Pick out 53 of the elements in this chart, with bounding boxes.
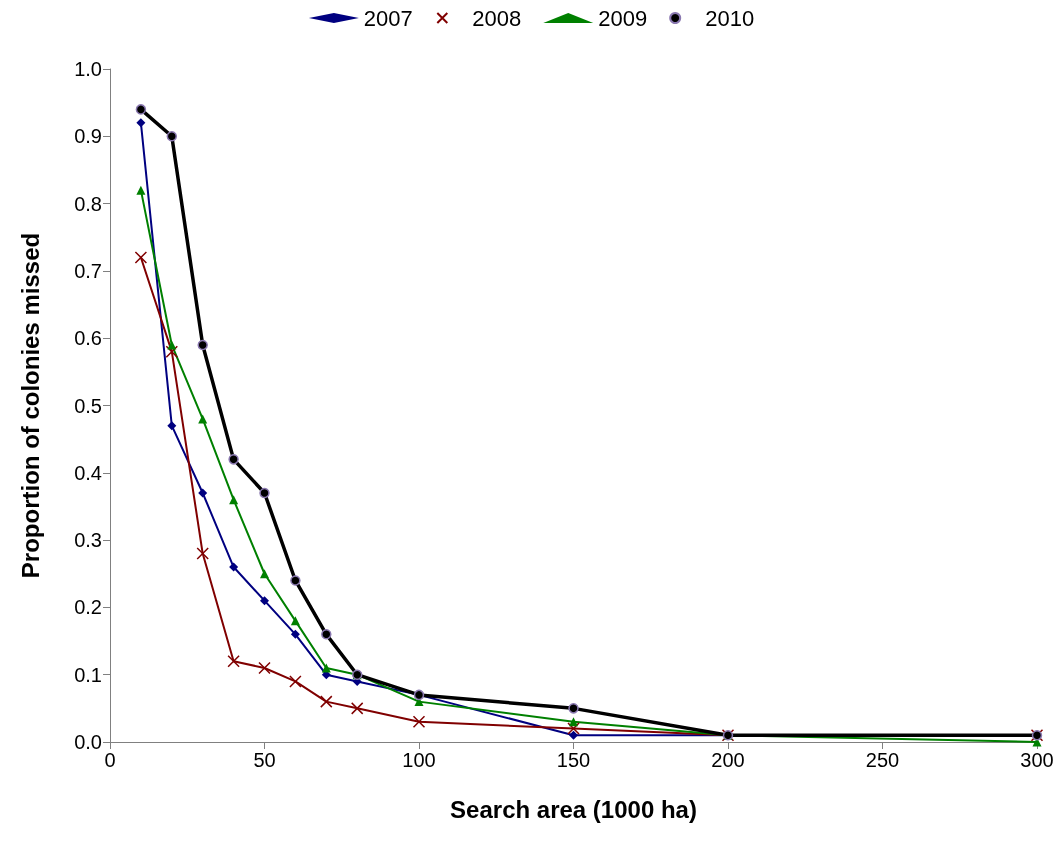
y-tick-label: 0.5: [74, 394, 102, 417]
y-tick-label: 0.6: [74, 327, 102, 350]
x-tick-label: 250: [865, 749, 900, 771]
point: [258, 661, 271, 675]
point: [290, 629, 300, 639]
y-tick-label: 0.9: [74, 125, 102, 148]
point: [568, 703, 579, 714]
point: [134, 251, 148, 264]
point: [260, 569, 269, 579]
point: [167, 421, 177, 431]
point: [196, 547, 209, 560]
y-tick-label: 0.8: [74, 192, 102, 215]
point: [320, 695, 333, 708]
point: [227, 654, 240, 668]
x-tick-label: 200: [711, 749, 745, 771]
x-tick-label: 0: [104, 749, 116, 771]
x-axis-title: Search area (1000 ha): [450, 795, 697, 823]
point: [260, 596, 269, 606]
y-tick-label: 0.0: [74, 731, 102, 753]
point: [228, 454, 239, 465]
point: [289, 675, 302, 688]
point: [135, 104, 147, 115]
legend-label: 2007: [363, 5, 413, 31]
x-tick-label: 150: [556, 749, 591, 771]
y-tick-label: 0.4: [74, 461, 102, 484]
y-tick-label: 0.7: [74, 259, 102, 282]
y-axis-title: Proportion of colonies missed: [16, 232, 44, 579]
legend-label: 2010: [705, 5, 755, 31]
point: [259, 487, 270, 499]
point: [569, 730, 578, 740]
legend-label: 2009: [598, 5, 648, 31]
point: [412, 715, 426, 729]
point: [136, 118, 146, 128]
point: [229, 562, 239, 572]
point: [197, 339, 208, 351]
point: [198, 488, 208, 498]
y-tick-label: 0.3: [74, 529, 102, 552]
legend-label: 2008: [472, 5, 522, 31]
x-tick-label: 100: [402, 749, 436, 771]
y-tick-label: 0.1: [74, 663, 102, 686]
point: [166, 131, 178, 142]
point: [567, 722, 580, 735]
point: [136, 185, 146, 195]
point: [350, 702, 364, 715]
point: [321, 629, 332, 640]
x-tick-label: 300: [1020, 749, 1054, 771]
point: [290, 575, 301, 586]
point: [229, 495, 239, 505]
x-tick-label: 50: [253, 749, 276, 771]
y-tick-label: 0.2: [74, 596, 102, 619]
point: [165, 345, 179, 358]
y-tick-label: 1.0: [74, 58, 102, 80]
point: [569, 717, 578, 727]
